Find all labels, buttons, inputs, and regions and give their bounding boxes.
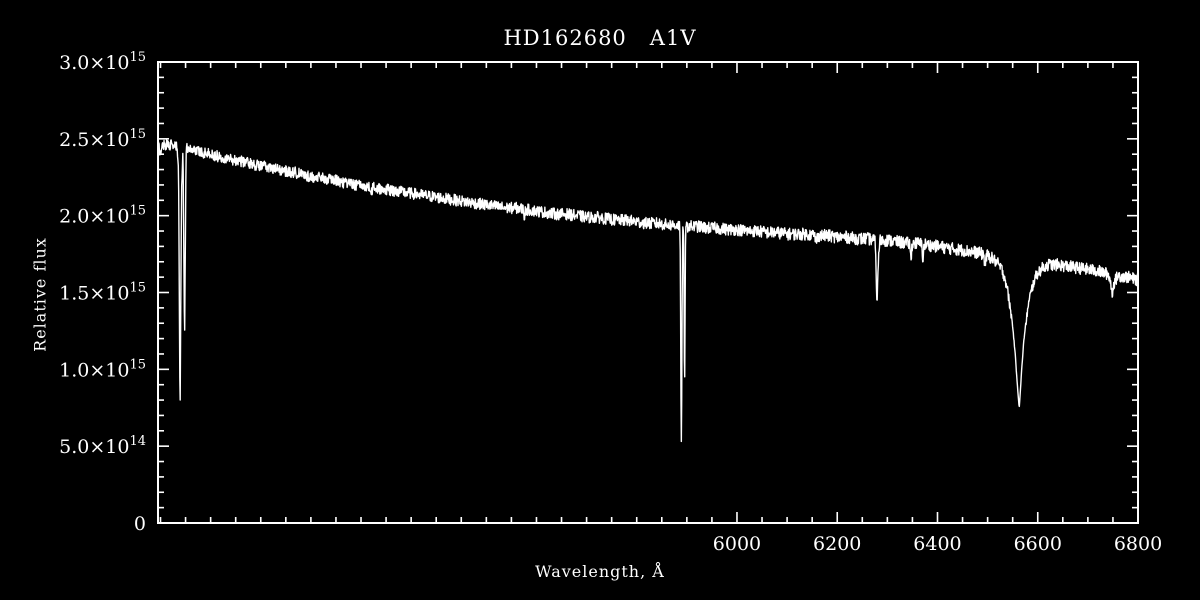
y-axis-tick-label: 1.5×1015 [59, 281, 146, 305]
y-axis-tick-label: 3.0×1015 [59, 50, 146, 74]
y-axis-tick-label: 5.0×1014 [59, 434, 146, 458]
plot-frame [157, 61, 1139, 524]
spectrum-line [157, 138, 1139, 443]
y-axis-tick-label: 2.5×1015 [59, 127, 146, 151]
y-axis-tick-label: 1.0×1015 [59, 357, 146, 381]
y-axis-tick-label: 0 [134, 513, 146, 535]
axis-tick-marks [158, 61, 1139, 524]
x-axis-title: Wavelength, Å [535, 562, 665, 581]
x-axis-tick-labels: 6000 6200 6400 6600 6800 [713, 533, 1162, 555]
x-axis-tick-label: 6000 [713, 533, 761, 555]
y-axis-tick-labels: 0 5.0×1014 1.0×1015 1.5×1015 2.0×1015 2.5×101… [59, 50, 146, 535]
x-axis-tick-label: 6800 [1114, 533, 1162, 555]
y-axis-tick-label: 2.0×1015 [59, 204, 146, 228]
x-axis-tick-label: 6400 [913, 533, 961, 555]
page-title: HD162680 A1V [503, 26, 697, 50]
x-axis-tick-label: 6600 [1014, 533, 1062, 555]
x-axis-tick-label: 6200 [813, 533, 861, 555]
